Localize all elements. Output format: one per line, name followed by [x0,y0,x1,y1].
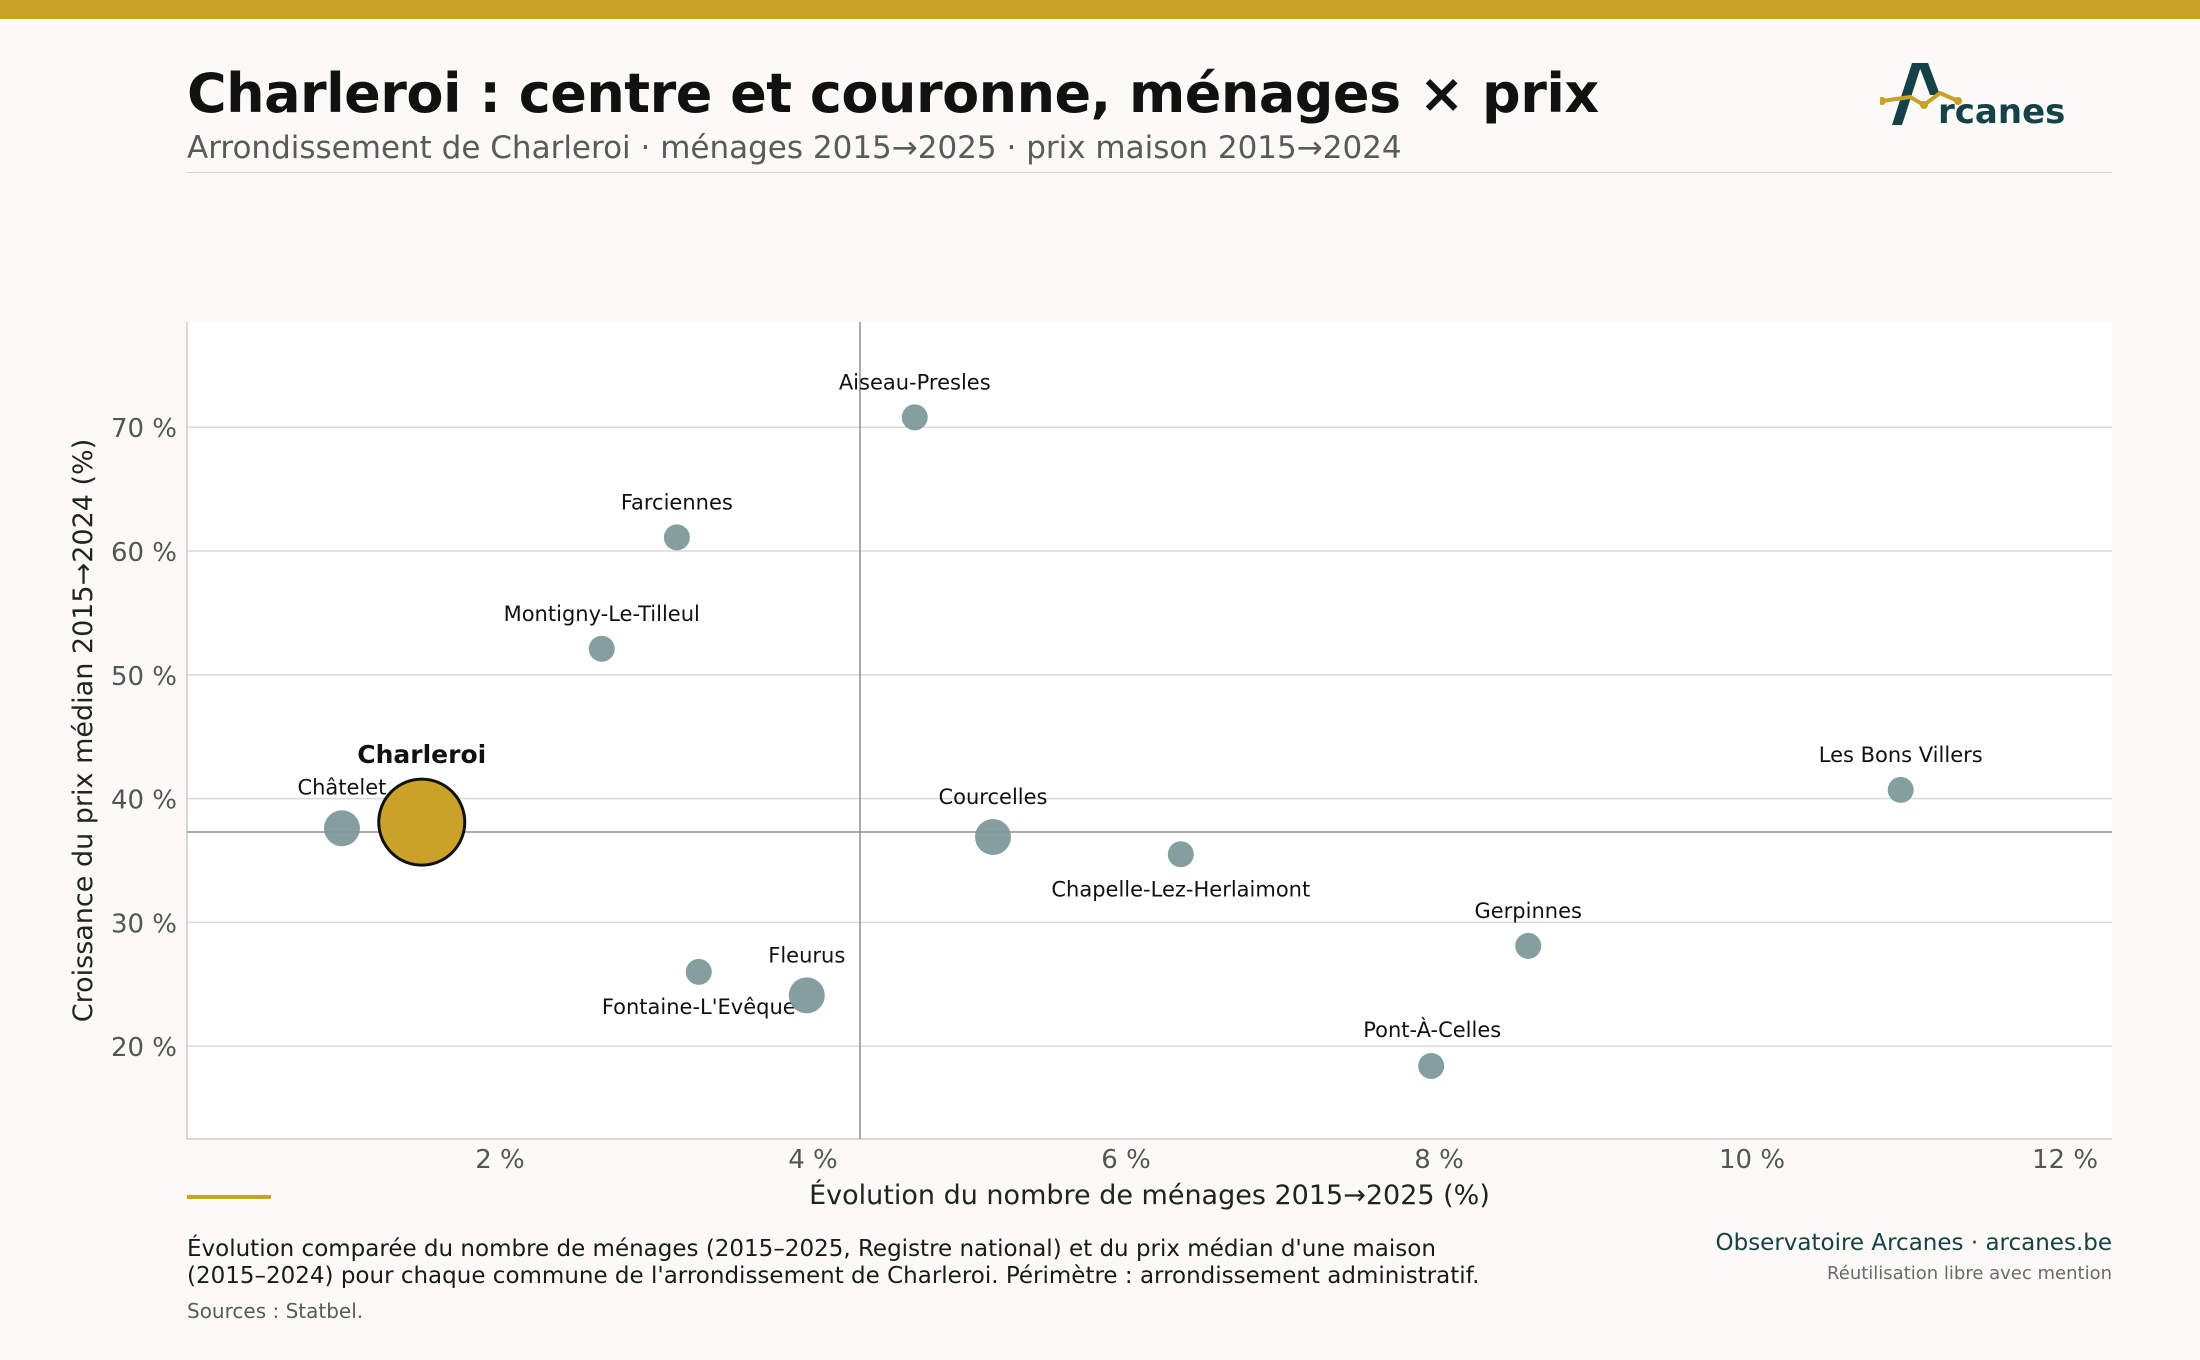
bubble [901,404,928,431]
plot-area [187,322,2112,1139]
chart-description: Évolution comparée du nombre de ménages … [187,1236,1587,1290]
x-axis-title: Évolution du nombre de ménages 2015→2025… [809,1179,1490,1211]
point-label-highlight: Charleroi [357,740,486,769]
bubble [588,635,615,662]
point-label: Farciennes [621,490,733,514]
chart-subtitle: Arrondissement de Charleroi · ménages 20… [187,130,1402,166]
x-tick-label: 8 % [1414,1145,1464,1175]
bubble [974,818,1011,855]
point-label: Gerpinnes [1474,899,1581,923]
bubble [1418,1052,1445,1079]
x-tick-label: 10 % [1719,1145,1785,1175]
header-divider [187,172,2112,173]
bubble [788,977,825,1014]
x-tick-label: 12 % [2032,1145,2098,1175]
y-tick-label: 50 % [111,662,177,692]
brand-credit: Observatoire Arcanes · arcanes.be [1715,1230,2112,1256]
x-tick-label: 4 % [788,1145,838,1175]
footer-accent-line [187,1195,271,1199]
bubble [685,958,712,985]
x-tick-label: 6 % [1101,1145,1151,1175]
bubble [323,810,360,847]
y-axis-title: Croissance du prix médian 2015→2024 (%) [68,439,99,1023]
point-label: Pont-À-Celles [1363,1017,1501,1042]
scatter-chart: 20 % 30 % 40 % 50 % 60 % 70 % 2 % 4 % 6 % 8 % 10 %… [68,322,2112,1211]
point-label: Montigny-Le-Tilleul [504,602,700,626]
bubble [1167,841,1194,868]
sources-note: Sources : Statbel. [187,1299,364,1323]
description-line-1: Évolution comparée du nombre de ménages … [187,1236,1436,1262]
chart-title: Charleroi : centre et couronne, ménages … [187,62,1599,125]
reuse-note: Réutilisation libre avec mention [1827,1263,2112,1284]
bubble [1887,776,1914,803]
y-tick-label: 20 % [111,1033,177,1063]
y-tick-label: 30 % [111,909,177,939]
bubble [1515,932,1542,959]
bubble-highlight [377,777,467,867]
point-label: Les Bons Villers [1819,743,1983,767]
y-tick-label: 40 % [111,786,177,816]
point-label: Fleurus [768,943,845,967]
bubble [663,524,690,551]
top-accent-bar [0,0,2200,19]
y-tick-label: 70 % [111,414,177,444]
description-line-2: (2015–2024) pour chaque commune de l'arr… [187,1263,1480,1289]
point-label: Courcelles [938,785,1047,809]
point-label: Fontaine-L'Evêque [602,995,796,1019]
logo-wordmark: rcanes [1938,92,2066,132]
x-tick-label: 2 % [475,1145,525,1175]
point-label: Chapelle-Lez-Herlaimont [1051,877,1310,901]
point-label: Aiseau-Presles [839,370,991,394]
y-tick-label: 60 % [111,538,177,568]
point-label: Châtelet [297,775,386,799]
arcanes-logo-icon [1880,63,1962,125]
